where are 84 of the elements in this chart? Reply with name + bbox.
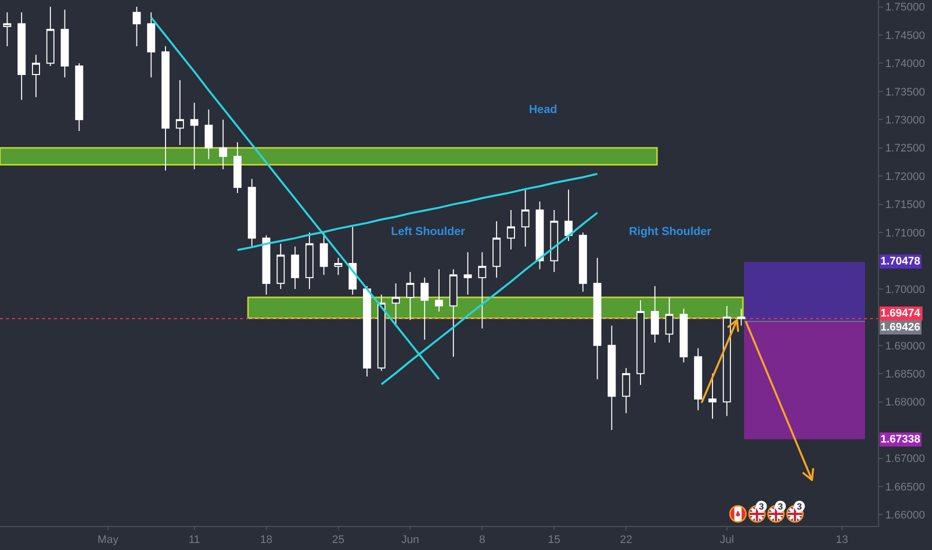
candlestick xyxy=(608,325,616,431)
candlestick xyxy=(492,220,501,278)
candlestick xyxy=(650,286,659,344)
candlestick xyxy=(377,294,386,372)
candlestick xyxy=(204,108,213,160)
x-tick-label: 25 xyxy=(332,534,344,546)
band-label: 1.67338 xyxy=(880,434,920,446)
candlestick xyxy=(449,268,458,358)
candlestick xyxy=(132,6,141,47)
y-tick-label: 1.66500 xyxy=(885,481,925,494)
candlestick xyxy=(18,12,26,100)
y-tick-label: 1.74500 xyxy=(885,30,925,42)
y-tick-label: 1.74000 xyxy=(885,58,925,70)
ref-line-label: 1.69426 xyxy=(880,322,920,334)
candlestick xyxy=(536,200,544,270)
band-label: 1.70478 xyxy=(880,256,920,268)
candlestick xyxy=(420,277,429,340)
candlestick xyxy=(305,232,314,290)
candlestick xyxy=(478,252,486,329)
y-tick-label: 1.70000 xyxy=(885,284,925,296)
x-tick-label: 22 xyxy=(620,534,632,546)
y-tick-label: 1.69000 xyxy=(885,340,925,352)
x-tick-label: 11 xyxy=(188,534,200,546)
candlestick xyxy=(276,243,285,290)
x-tick-label: 15 xyxy=(548,534,560,546)
candlestick xyxy=(3,12,12,47)
candlestick xyxy=(564,189,573,242)
y-tick-label: 1.68000 xyxy=(885,396,925,409)
annotation: 3 xyxy=(758,502,764,512)
candlestick xyxy=(176,80,184,146)
candlestick xyxy=(464,252,472,296)
candlestick xyxy=(708,373,716,420)
candlestick xyxy=(219,119,228,170)
annotation: 3 xyxy=(796,502,802,512)
candlestick xyxy=(593,257,602,380)
candlestick xyxy=(46,6,54,67)
candlestick xyxy=(521,189,530,248)
annotation: Left Shoulder xyxy=(391,226,466,238)
ref-line-label: 1.69474 xyxy=(880,308,922,320)
candlestick xyxy=(434,268,444,312)
candlestick xyxy=(162,46,170,171)
y-tick-label: 1.72000 xyxy=(885,170,925,183)
y-tick-label: 1.68500 xyxy=(885,368,925,380)
x-tick-label: 18 xyxy=(260,534,272,546)
candlestick xyxy=(550,209,558,273)
candlestick xyxy=(320,232,328,276)
y-tick-label: 1.71000 xyxy=(885,227,925,240)
candlestick xyxy=(722,305,731,416)
x-tick-label: May xyxy=(98,534,119,546)
candlestick xyxy=(60,9,69,78)
candlestick xyxy=(578,232,587,292)
y-tick-label: 1.66000 xyxy=(885,510,925,522)
candlestick xyxy=(506,209,515,250)
y-tick-label: 1.67000 xyxy=(885,453,925,466)
candlestick xyxy=(392,282,400,326)
candlestick xyxy=(622,367,630,414)
y-tick-label: 1.73500 xyxy=(885,86,925,98)
annotation: Head xyxy=(529,104,558,116)
x-tick-label: 13 xyxy=(836,534,848,546)
candlestick xyxy=(190,102,198,170)
candlestick xyxy=(694,348,702,411)
candlestick xyxy=(363,286,372,377)
candlestick xyxy=(147,12,156,78)
annotation: Right Shoulder xyxy=(629,226,712,238)
candlestick xyxy=(406,272,414,320)
candlestick xyxy=(665,296,674,344)
x-tick-label: Jul xyxy=(720,534,734,546)
candlestick xyxy=(248,178,256,248)
candlestick xyxy=(737,308,746,326)
annotation: 3 xyxy=(778,502,783,512)
y-tick-label: 1.75000 xyxy=(885,2,925,14)
x-tick-label: Jun xyxy=(401,534,420,546)
y-tick-label: 1.71500 xyxy=(885,199,925,212)
candlestick xyxy=(291,246,300,290)
candlestick xyxy=(32,54,40,98)
candlestick xyxy=(262,234,270,296)
y-tick-label: 1.73000 xyxy=(885,114,925,126)
candlestick xyxy=(75,62,84,132)
candlestick xyxy=(636,300,645,386)
y-tick-label: 1.72500 xyxy=(885,142,925,155)
candlestick xyxy=(233,142,242,194)
x-tick-label: 8 xyxy=(479,534,486,546)
candlestick xyxy=(680,308,688,363)
candlestick xyxy=(334,257,342,276)
